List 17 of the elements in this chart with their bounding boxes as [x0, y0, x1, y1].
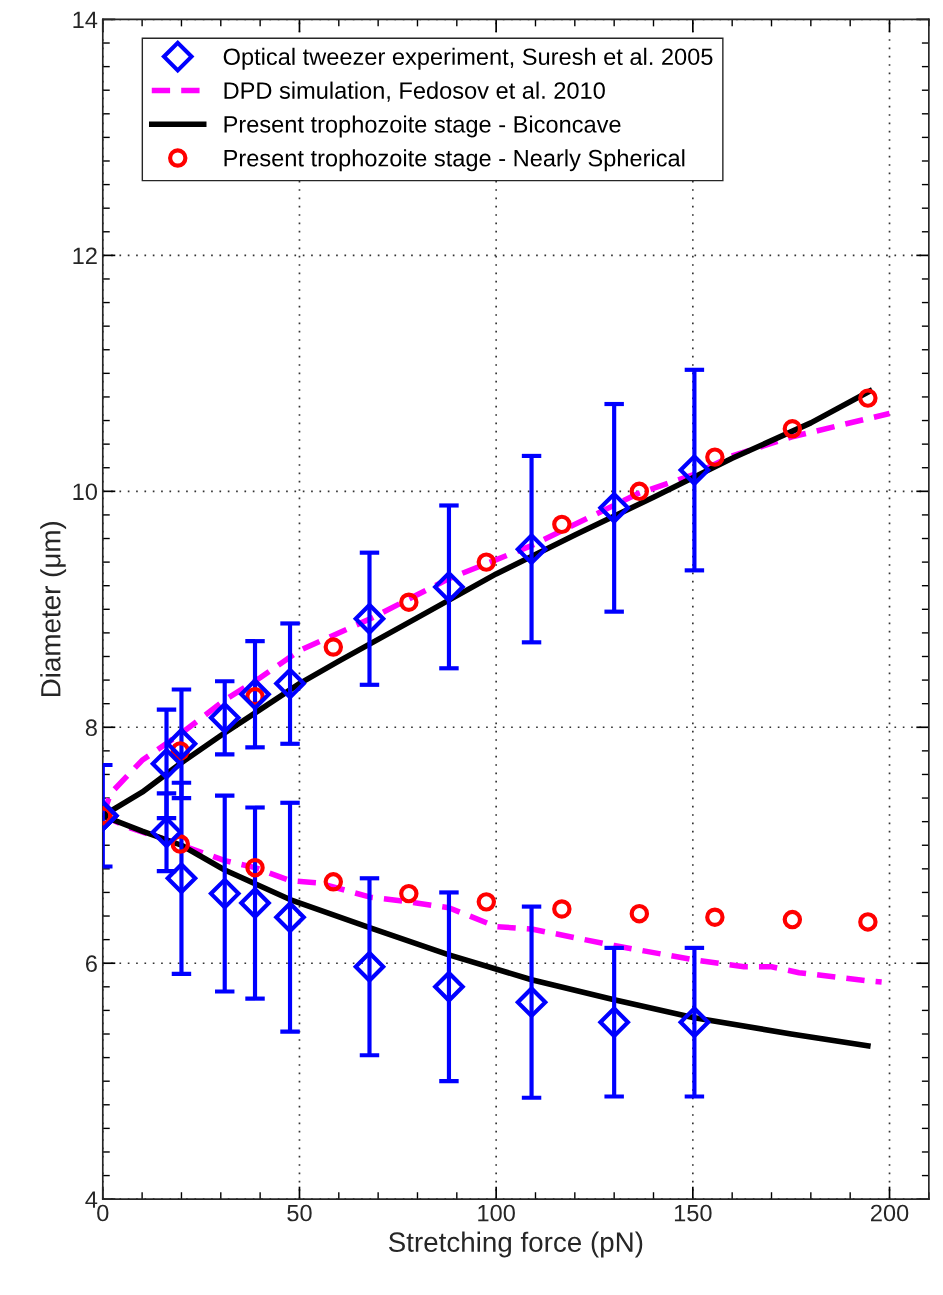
- y-tick-label: 12: [73, 247, 97, 264]
- x-tick-label: 50: [287, 1204, 312, 1222]
- x-axis-title: Stretching force (pN): [388, 1231, 643, 1258]
- legend-label: Present trophozoite stage - Biconcave: [224, 115, 621, 138]
- x-tick-label: 0: [97, 1204, 109, 1222]
- y-axis-title: Diameter (μm): [40, 521, 67, 697]
- y-tick-label: 10: [73, 483, 97, 501]
- y-tick-label: 6: [85, 955, 97, 973]
- y-tick-label: 14: [73, 11, 98, 28]
- y-tick-label: 4: [85, 1191, 98, 1208]
- legend-label: Optical tweezer experiment, Suresh et al. 2005: [223, 47, 713, 70]
- legend-label: Present trophozoite stage - Nearly Spherical: [224, 149, 685, 172]
- x-tick-label: 150: [674, 1204, 712, 1222]
- y-tick-label: 8: [85, 719, 97, 737]
- legend-label: DPD simulation, Fedosov et al. 2010: [224, 81, 605, 102]
- x-tick-label: 200: [871, 1204, 909, 1222]
- x-tick-label: 100: [478, 1204, 515, 1222]
